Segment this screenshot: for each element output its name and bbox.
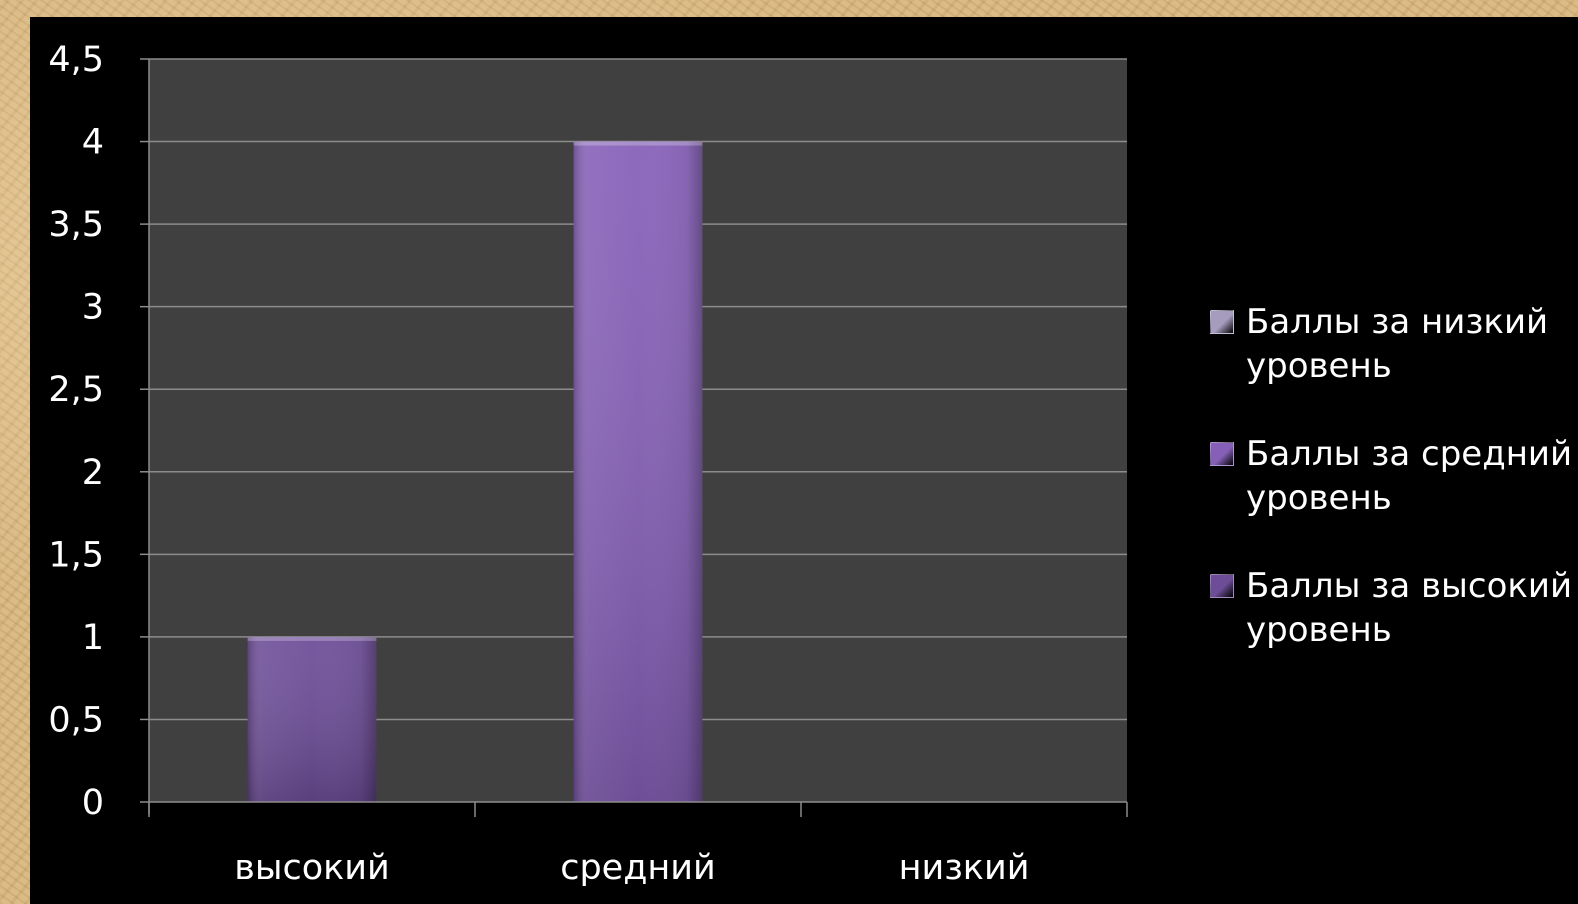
y-tick-labels: 0 0,5 1 1,5 2 2,5 3 3,5 4 4,5 <box>48 40 104 823</box>
legend-swatch-low <box>1210 310 1234 334</box>
y-tick-label: 3 <box>82 288 104 328</box>
x-tick-label: высокий <box>234 848 390 888</box>
y-tick-label: 4,5 <box>48 40 104 80</box>
chart-panel: 0 0,5 1 1,5 2 2,5 3 3,5 4 4,5 высокий средний низки… <box>30 17 1578 904</box>
y-tick-label: 2,5 <box>48 370 104 410</box>
bar-chart: 0 0,5 1 1,5 2 2,5 3 3,5 4 4,5 высокий средний низки… <box>48 40 1128 888</box>
y-tick-label: 2 <box>82 453 104 493</box>
bar-top-highlight <box>247 636 377 641</box>
bar-top-highlight <box>573 141 703 146</box>
legend-swatch-medium <box>1210 442 1234 466</box>
legend-item-low: Баллы за низкий уровень <box>1206 300 1578 388</box>
legend-swatch-high <box>1210 574 1234 598</box>
legend-item-medium: Баллы за средний уровень <box>1206 432 1578 520</box>
y-tick-label: 1 <box>82 618 104 658</box>
bar-horizontal-shade <box>573 141 703 803</box>
y-tick-label: 0,5 <box>48 700 104 740</box>
y-tick-label: 4 <box>82 123 104 163</box>
legend-label-low: Баллы за низкий уровень <box>1246 302 1549 386</box>
legend-label-high: Баллы за высокий уровень <box>1246 566 1573 650</box>
x-tick-label: средний <box>560 848 716 888</box>
y-tick-label: 1,5 <box>48 535 104 575</box>
y-tick-label: 0 <box>82 783 104 823</box>
bar <box>247 636 377 802</box>
bar-horizontal-shade <box>247 636 377 802</box>
legend-item-high: Баллы за высокий уровень <box>1206 564 1578 652</box>
legend-label-medium: Баллы за средний уровень <box>1246 434 1573 518</box>
legend: Баллы за низкий уровень Баллы за средний… <box>1206 300 1578 652</box>
bars <box>247 141 703 803</box>
x-tick-label: низкий <box>899 848 1030 888</box>
bar <box>573 141 703 803</box>
y-tick-label: 3,5 <box>48 205 104 245</box>
x-tick-labels: высокий средний низкий <box>234 848 1029 888</box>
axes <box>140 58 1128 817</box>
